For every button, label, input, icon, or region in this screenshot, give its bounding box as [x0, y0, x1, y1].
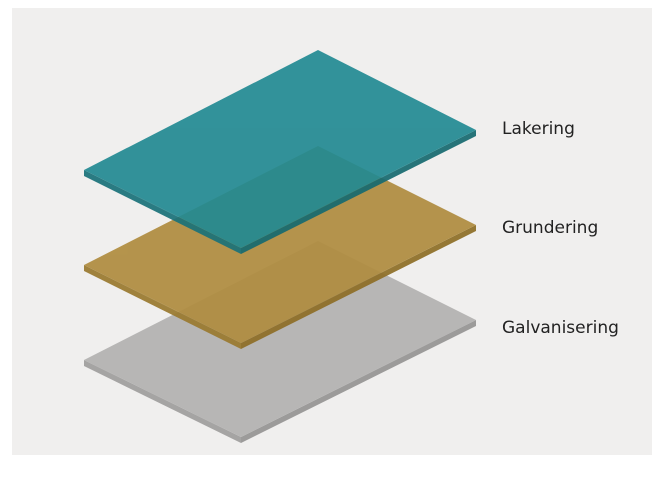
- layer-label: Galvanisering: [502, 318, 619, 338]
- layer-edge-right: [241, 225, 476, 349]
- layer-edge-left: [84, 170, 241, 254]
- layer-edge-left: [84, 265, 241, 349]
- layer-galvanisering: [84, 241, 476, 443]
- layer-lakering: [84, 50, 476, 254]
- layer-grundering: [84, 146, 476, 349]
- layer-edge-left: [84, 360, 241, 443]
- layer-edge-right: [241, 320, 476, 443]
- layer-top: [84, 146, 476, 343]
- layer-top: [84, 50, 476, 248]
- layer-top: [84, 241, 476, 437]
- layer-edge-right: [241, 130, 476, 254]
- layer-label: Grundering: [502, 218, 598, 238]
- layer-label: Lakering: [502, 119, 575, 139]
